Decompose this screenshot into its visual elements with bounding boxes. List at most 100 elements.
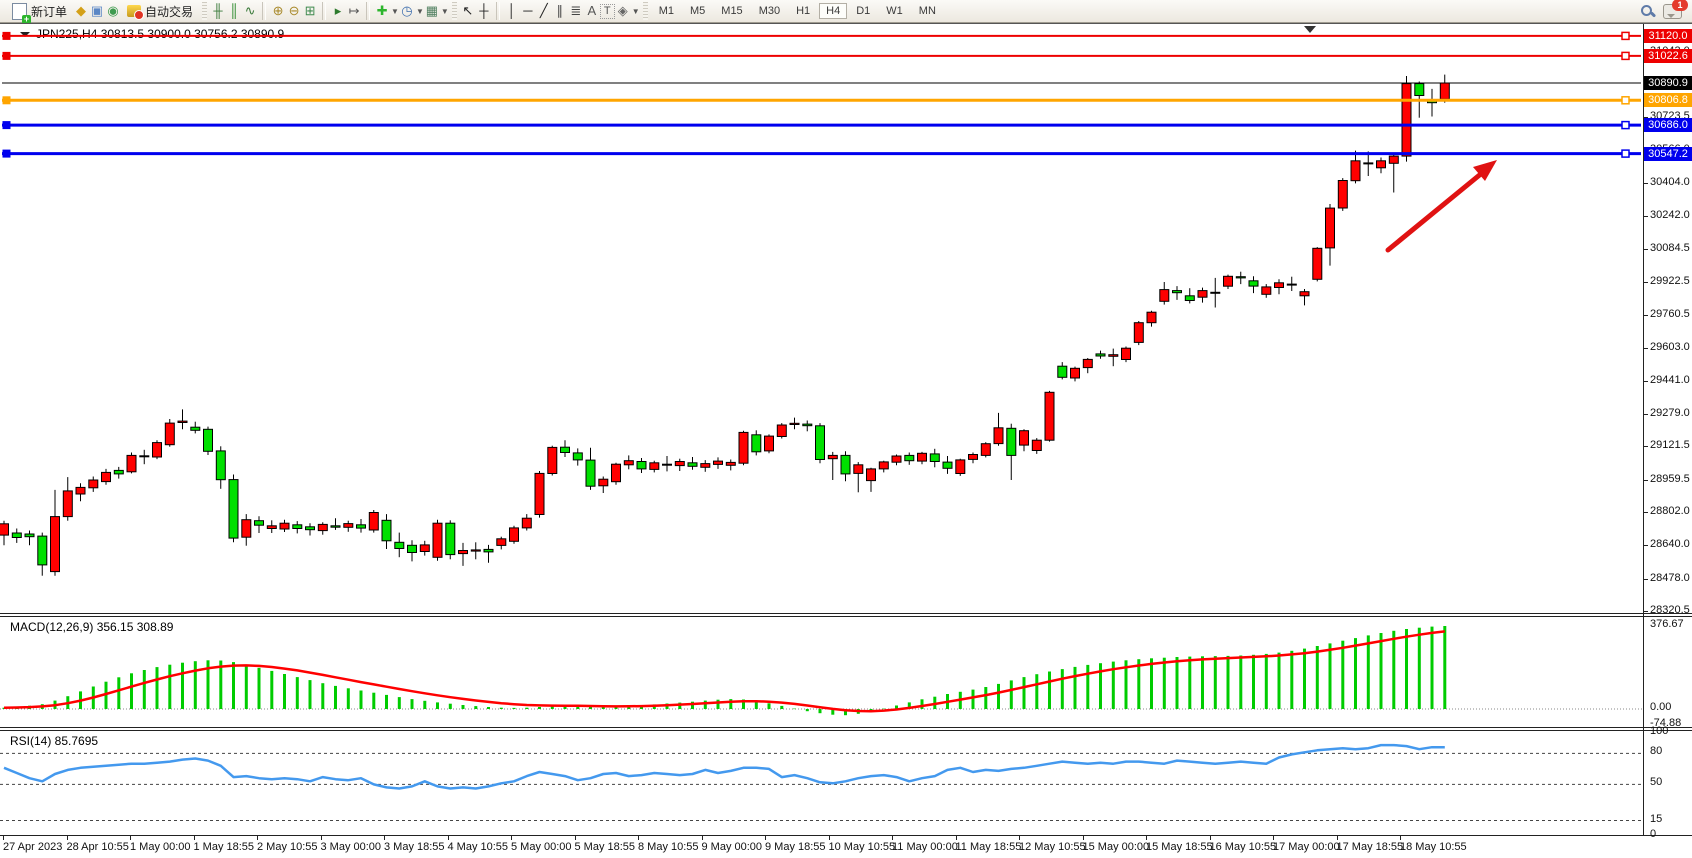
- time-label: 8 May 10:55: [638, 841, 699, 853]
- time-label: 11 May 00:00: [892, 841, 958, 853]
- price-tick-label: 29441.0: [1650, 374, 1690, 386]
- trendline-icon[interactable]: ╱: [539, 3, 548, 18]
- price-tick: [1643, 381, 1648, 382]
- macd-chart: [0, 626, 1643, 716]
- price-tick: [1643, 315, 1648, 316]
- vertical-line-icon[interactable]: │: [507, 3, 516, 18]
- one-click-trading-toggle[interactable]: [20, 32, 30, 42]
- auto-scroll-icon[interactable]: ▸: [334, 3, 342, 18]
- chat-icon[interactable]: 1: [1663, 0, 1688, 19]
- price-tick-label: 28320.5: [1650, 604, 1690, 616]
- periods-dropdown-caret[interactable]: ▼: [415, 6, 424, 16]
- timeframe-MN[interactable]: MN: [918, 5, 936, 17]
- timeframe-H4[interactable]: H4: [819, 3, 848, 19]
- tile-windows-icon[interactable]: ⊞: [304, 3, 316, 18]
- indicators-dropdown-caret[interactable]: ▼: [391, 6, 399, 16]
- annotation-arrow: [1385, 160, 1497, 253]
- auto-trading-icon: [127, 5, 145, 20]
- timeframe-M1[interactable]: M1: [658, 5, 674, 17]
- time-label: 1 May 00:00: [130, 841, 191, 853]
- price-tick: [1643, 512, 1648, 513]
- time-label: 28 Apr 10:55: [66, 841, 129, 853]
- chart-shift-icon[interactable]: ↦: [348, 3, 360, 18]
- time-label: 1 May 18:55: [193, 841, 255, 853]
- separator: [495, 2, 500, 20]
- rsi-axis-label: 80: [1650, 745, 1663, 757]
- crosshair-icon[interactable]: ┼: [479, 3, 489, 18]
- rsi-label: RSI(14) 85.7695: [10, 734, 99, 748]
- time-tick: [1336, 836, 1338, 840]
- chart-title: JPN225,H4 30813.5 30900.0 30756.2 30890.…: [36, 27, 285, 41]
- time-tick: [955, 836, 957, 840]
- rsi-pane[interactable]: RSI(14) 85.7695: [0, 730, 1692, 836]
- time-tick: [1019, 836, 1020, 840]
- price-tick-label: 29603.0: [1650, 341, 1690, 353]
- timeframe-M5[interactable]: M5: [690, 5, 706, 17]
- price-tick-label: 30242.0: [1650, 209, 1690, 221]
- new-order-button[interactable]: 新订单: [6, 0, 73, 24]
- time-label: 12 May 10:55: [1019, 841, 1086, 853]
- time-tick: [1273, 836, 1274, 840]
- price-tick-label: 29121.5: [1650, 439, 1690, 451]
- price-tick-label: 29922.5: [1650, 275, 1690, 287]
- macd-axis-label: -74.88: [1650, 717, 1682, 729]
- time-label: 27 Apr 2023: [3, 841, 63, 853]
- search-icon[interactable]: [1639, 3, 1655, 19]
- price-tick: [1643, 117, 1648, 118]
- text-icon[interactable]: A: [587, 3, 597, 18]
- timeframe-M30[interactable]: M30: [758, 5, 781, 17]
- time-tick: [574, 836, 576, 840]
- periods-icon[interactable]: ◷: [401, 3, 413, 18]
- time-tick: [257, 836, 258, 840]
- market-watch-icon[interactable]: ◆: [76, 3, 87, 18]
- indicators-icon[interactable]: ✚: [376, 3, 388, 18]
- zoom-out-icon[interactable]: ⊖: [288, 3, 300, 18]
- time-tick: [828, 836, 830, 840]
- price-line-badge: 30806.8: [1644, 93, 1692, 107]
- timeframe-group: M1 M5 M15 M30 H1 H4 D1 W1 MN: [651, 3, 944, 19]
- auto-trading-button[interactable]: 自动交易: [121, 0, 199, 22]
- time-label: 9 May 00:00: [701, 841, 763, 853]
- separator: [366, 2, 371, 20]
- text-label-icon[interactable]: T: [599, 3, 615, 19]
- templates-icon[interactable]: ▦: [425, 3, 439, 18]
- price-tick-label: 28640.0: [1650, 538, 1690, 550]
- time-label: 5 May 18:55: [574, 841, 636, 853]
- time-tick: [447, 836, 449, 840]
- signal-icon[interactable]: ◉: [107, 3, 119, 18]
- price-tick-label: 28478.0: [1650, 572, 1690, 584]
- shapes-dropdown-caret[interactable]: ▼: [631, 6, 640, 16]
- time-tick: [130, 836, 131, 840]
- horizontal-line-icon[interactable]: ─: [523, 3, 533, 18]
- timeframe-M15[interactable]: M15: [721, 5, 743, 17]
- candlestick-chart-icon[interactable]: ║: [229, 3, 239, 18]
- new-order-icon: [12, 2, 31, 24]
- time-tick: [320, 836, 322, 840]
- fibonacci-icon[interactable]: ≣: [570, 3, 582, 18]
- print-icon[interactable]: ▣: [90, 3, 104, 18]
- templates-dropdown-caret[interactable]: ▼: [440, 6, 449, 16]
- price-tick: [1643, 282, 1648, 283]
- price-tick: [1643, 216, 1648, 217]
- separator: [262, 2, 267, 20]
- candlestick-chart[interactable]: [0, 24, 1643, 612]
- time-label: 9 May 18:55: [765, 841, 826, 853]
- time-tick: [1082, 836, 1084, 840]
- timeframe-W1[interactable]: W1: [886, 5, 903, 17]
- time-axis[interactable]: 27 Apr 2023 28 Apr 10:55 1 May 00:00 1 May …: [0, 836, 1692, 858]
- cursor-icon[interactable]: ↖: [462, 3, 474, 18]
- macd-pane[interactable]: MACD(12,26,9) 356.15 308.89: [0, 616, 1692, 728]
- equidistant-channel-icon[interactable]: ∥: [556, 3, 564, 18]
- price-tick: [1643, 348, 1648, 349]
- time-tick: [1146, 836, 1147, 840]
- line-chart-icon[interactable]: ∿: [244, 3, 256, 18]
- bar-chart-icon[interactable]: ╫: [213, 3, 223, 18]
- main-chart-pane[interactable]: JPN225,H4 30813.5 30900.0 30756.2 30890.…: [0, 24, 1692, 614]
- timeframe-D1[interactable]: D1: [856, 5, 871, 17]
- shapes-icon[interactable]: ◈: [617, 3, 628, 18]
- timeframe-H1[interactable]: H1: [796, 5, 811, 17]
- zoom-in-icon[interactable]: ⊕: [272, 3, 284, 18]
- rsi-axis-label: 15: [1650, 813, 1663, 825]
- macd-label: MACD(12,26,9) 356.15 308.89: [10, 620, 174, 634]
- time-label: 17 May 00:00: [1273, 841, 1340, 853]
